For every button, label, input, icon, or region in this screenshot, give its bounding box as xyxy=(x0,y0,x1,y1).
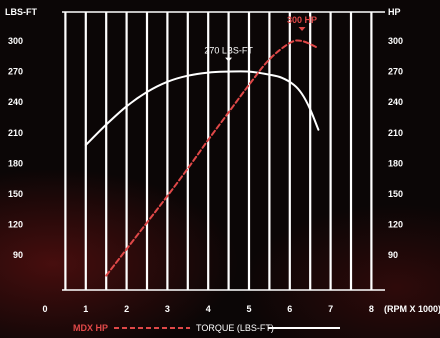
y-right-tick-label-240: 240 xyxy=(388,97,403,107)
x-tick-label-6: 6 xyxy=(287,304,292,314)
y-left-tick-label-90: 90 xyxy=(13,250,23,260)
y-left-tick-label-180: 180 xyxy=(8,158,23,168)
y-left-tick-label-240: 240 xyxy=(8,97,23,107)
x-tick-label-2: 2 xyxy=(124,304,129,314)
hp-peak-label: 300 HP xyxy=(287,15,317,25)
chart-curves xyxy=(84,39,320,277)
y-right-tick-label-180: 180 xyxy=(388,158,403,168)
torque-peak-label: 270 LBS-FT xyxy=(204,46,253,56)
y-left-tick-label-150: 150 xyxy=(8,189,23,199)
legend-torque-label: TORQUE (LBS-FT) xyxy=(196,323,274,333)
x-tick-label-1: 1 xyxy=(83,304,88,314)
hp-peak-marker xyxy=(298,27,306,31)
y-right-tick-label-150: 150 xyxy=(388,189,403,199)
x-tick-label-7: 7 xyxy=(328,304,333,314)
x-unit-label: (RPM X 1000) xyxy=(384,304,440,314)
x-tick-label-4: 4 xyxy=(206,304,211,314)
right-axis-label: HP xyxy=(388,7,401,17)
torque-curve xyxy=(84,70,320,146)
x-tick-label-3: 3 xyxy=(165,304,170,314)
x-tick-label-8: 8 xyxy=(369,304,374,314)
y-left-tick-label-300: 300 xyxy=(8,36,23,46)
x-tick-label-5: 5 xyxy=(246,304,251,314)
y-right-tick-label-120: 120 xyxy=(388,220,403,230)
y-right-tick-label-90: 90 xyxy=(388,250,398,260)
legend-hp-label: MDX HP xyxy=(73,323,108,333)
legend: MDX HP TORQUE (LBS-FT) xyxy=(73,323,340,333)
axis-labels: 0 1 2 3 4 5 6 7 8 300 300 270 270 240 240 210 210 180 180 1… xyxy=(5,7,440,314)
hp-curve xyxy=(105,39,320,277)
y-right-tick-label-210: 210 xyxy=(388,128,403,138)
y-left-tick-label-120: 120 xyxy=(8,220,23,230)
y-right-tick-label-300: 300 xyxy=(388,36,403,46)
y-left-tick-label-210: 210 xyxy=(8,128,23,138)
torque-peak-marker xyxy=(225,57,233,62)
y-left-tick-label-270: 270 xyxy=(8,67,23,77)
x-tick-label-0: 0 xyxy=(42,304,47,314)
left-axis-label: LBS-FT xyxy=(5,7,37,17)
annotations: 270 LBS-FT 300 HP xyxy=(204,15,317,62)
y-right-tick-label-270: 270 xyxy=(388,67,403,77)
